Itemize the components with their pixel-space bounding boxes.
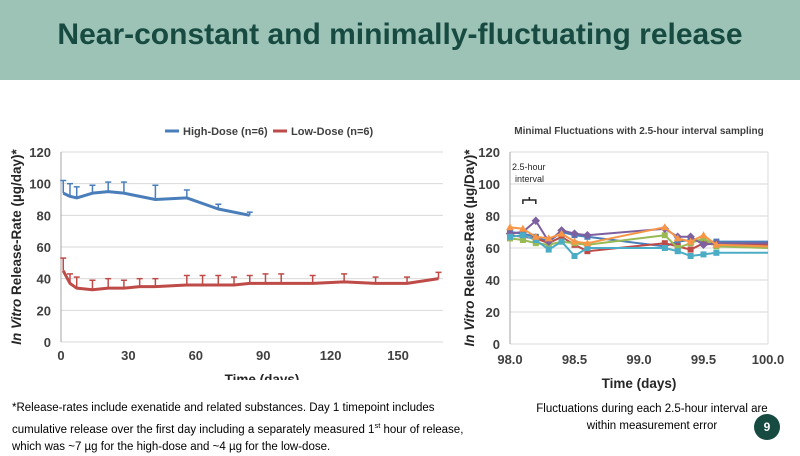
footnote-superscript: st (374, 421, 381, 430)
annotation-text-line2: interval (515, 174, 544, 184)
series-line (62, 190, 251, 217)
data-point (700, 251, 707, 258)
x-tick-label: 120 (320, 348, 342, 363)
data-point (532, 237, 539, 243)
data-point (687, 253, 694, 259)
legend-label: Low-Dose (n=6) (291, 126, 374, 138)
y-tick-label: 80 (37, 208, 51, 223)
y-tick-label: 0 (493, 337, 500, 352)
data-point (584, 248, 591, 255)
series-line (61, 270, 439, 292)
page-number-badge: 9 (754, 414, 780, 440)
footnote-part1: *Release-rates include exenatide and rel… (12, 402, 435, 436)
data-point (674, 238, 681, 245)
data-point (531, 216, 541, 226)
left-chart: 0 20 40 60 80 100 120 0 30 60 90 120 150 Time (days) I… (9, 126, 443, 380)
annotation-bracket (522, 197, 537, 204)
y-axis-title-prefix: In Vitro (462, 301, 477, 347)
annotation-text-line1: 2.5-hour (512, 162, 546, 172)
x-tick-label: 30 (121, 348, 135, 363)
data-point (661, 245, 668, 251)
x-tick-label: 98.0 (497, 352, 522, 367)
x-tick-label: 99.5 (691, 352, 716, 367)
data-point (673, 234, 682, 242)
x-tick-label: 100.0 (752, 352, 785, 367)
data-point (699, 231, 708, 239)
footnote: *Release-rates include exenatide and rel… (12, 400, 482, 456)
slide-title: Near-constant and minimally-fluctuating … (57, 18, 743, 51)
y-tick-label: 40 (37, 272, 51, 287)
data-point (674, 248, 681, 255)
legend-label: High-Dose (n=6) (183, 126, 268, 138)
data-point (583, 239, 592, 247)
data-point (584, 245, 591, 251)
data-point (545, 246, 552, 253)
data-point (713, 249, 720, 256)
x-tick-label: 90 (256, 348, 270, 363)
y-axis-title: In Vitro Release-Rate (µg/Day)* (462, 149, 477, 347)
data-point (660, 223, 669, 231)
data-point (570, 237, 579, 245)
y-tick-label: 100 (478, 177, 500, 192)
data-point (558, 238, 565, 245)
chart-title: Minimal Fluctuations with 2.5-hour inter… (514, 126, 763, 137)
x-tick-label: 99.0 (626, 352, 651, 367)
y-tick-label: 100 (29, 177, 51, 192)
x-axis-title: Time (days) (225, 372, 300, 380)
data-point (583, 230, 592, 240)
data-point (661, 232, 668, 239)
y-tick-label: 80 (486, 209, 500, 224)
data-point (571, 253, 578, 259)
data-point (700, 235, 707, 242)
x-tick-label: 150 (387, 348, 409, 363)
y-axis-title: In Vitro Release-Rate (µg/day)* (9, 148, 24, 344)
data-point (507, 233, 513, 240)
data-point (558, 233, 565, 240)
y-axis-title-prefix: In Vitro (9, 299, 24, 345)
y-tick-label: 20 (37, 303, 51, 318)
data-point (686, 232, 695, 242)
y-tick-label: 40 (486, 273, 500, 288)
y-tick-label: 120 (478, 145, 500, 160)
header-band (0, 0, 800, 80)
data-point (518, 224, 527, 232)
y-axis-title-rest: Release-Rate (µg/Day)* (462, 149, 477, 301)
y-tick-label: 60 (486, 241, 500, 256)
x-tick-label: 0 (57, 348, 64, 363)
x-tick-label: 98.5 (562, 352, 587, 367)
y-axis-title-rest: Release-Rate (µg/day)* (9, 148, 24, 298)
data-point (661, 240, 668, 247)
data-point (687, 246, 694, 253)
data-point (557, 229, 566, 237)
right-caption: Fluctuations during each 2.5-hour interv… (536, 403, 768, 432)
y-tick-label: 0 (44, 335, 51, 350)
y-tick-label: 120 (29, 145, 51, 160)
x-axis-title: Time (days) (602, 376, 677, 391)
x-tick-label: 60 (189, 348, 203, 363)
right-chart: Minimal Fluctuations with 2.5-hour inter… (462, 126, 785, 391)
data-point (531, 232, 540, 240)
data-point (674, 245, 681, 251)
data-point (506, 223, 514, 231)
data-point (519, 237, 526, 243)
data-point (519, 232, 526, 239)
data-point (544, 234, 553, 242)
data-point (686, 237, 695, 245)
data-point (712, 240, 721, 248)
y-tick-label: 60 (37, 240, 51, 255)
data-point (532, 240, 539, 247)
y-tick-label: 20 (486, 305, 500, 320)
